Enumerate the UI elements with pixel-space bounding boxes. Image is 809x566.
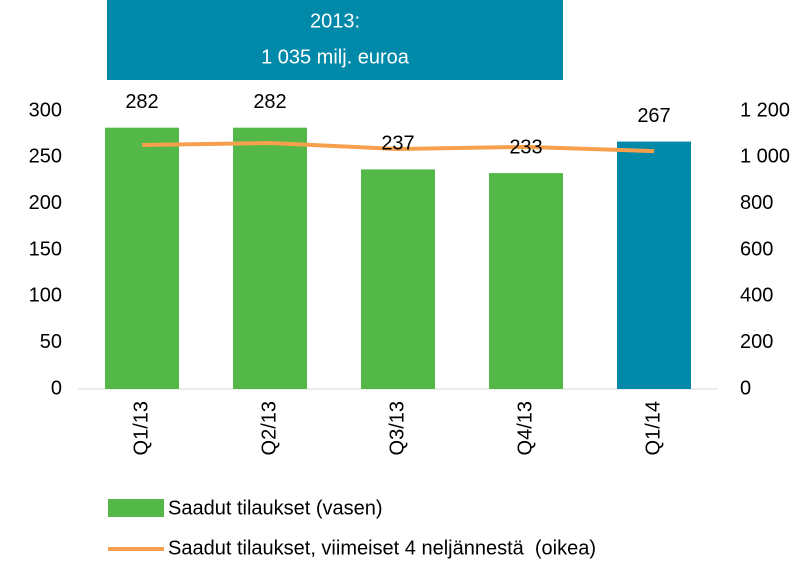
- annotation: 1 035 milj. euroa: [261, 46, 410, 68]
- y-tick-label: 250: [29, 146, 62, 168]
- bar: [617, 141, 691, 389]
- bar: [489, 173, 563, 389]
- bar: [361, 169, 435, 389]
- y2-tick-label: 200: [740, 331, 773, 353]
- bar: [105, 127, 179, 390]
- x-tick-label: Q1/13: [130, 401, 152, 455]
- x-tick-label: Q1/14: [642, 401, 664, 455]
- data-label: 267: [637, 105, 670, 127]
- y-tick-label: 300: [29, 99, 62, 121]
- y2-tick-label: 400: [740, 285, 773, 307]
- data-label: 282: [125, 91, 158, 113]
- y-tick-label: 100: [29, 285, 62, 307]
- y2-tick-label: 1 000: [740, 146, 790, 168]
- legend-label: Saadut tilaukset, viimeiset 4 neljännest…: [168, 537, 596, 559]
- legend-label: Saadut tilaukset (vasen): [168, 497, 383, 519]
- data-label: 237: [381, 133, 414, 155]
- y-tick-label: 150: [29, 238, 62, 260]
- x-tick-label: Q4/13: [514, 401, 536, 455]
- x-tick-label: Q2/13: [258, 401, 280, 455]
- y-tick-label: 200: [29, 192, 62, 214]
- y-tick-label: 50: [40, 331, 62, 353]
- y-tick-label: 0: [51, 377, 62, 399]
- y2-tick-label: 600: [740, 238, 773, 260]
- legend-swatch: [108, 499, 164, 517]
- data-label: 282: [253, 91, 286, 113]
- annotation: 2013:: [310, 10, 360, 32]
- x-tick-label: Q3/13: [386, 401, 408, 455]
- line: [141, 140, 655, 154]
- annotation-box: [107, 0, 563, 80]
- y2-tick-label: 0: [740, 377, 751, 399]
- data-label: 233: [509, 136, 542, 158]
- bar: [233, 127, 307, 390]
- y2-tick-label: 800: [740, 192, 773, 214]
- y2-tick-label: 1 200: [740, 99, 790, 121]
